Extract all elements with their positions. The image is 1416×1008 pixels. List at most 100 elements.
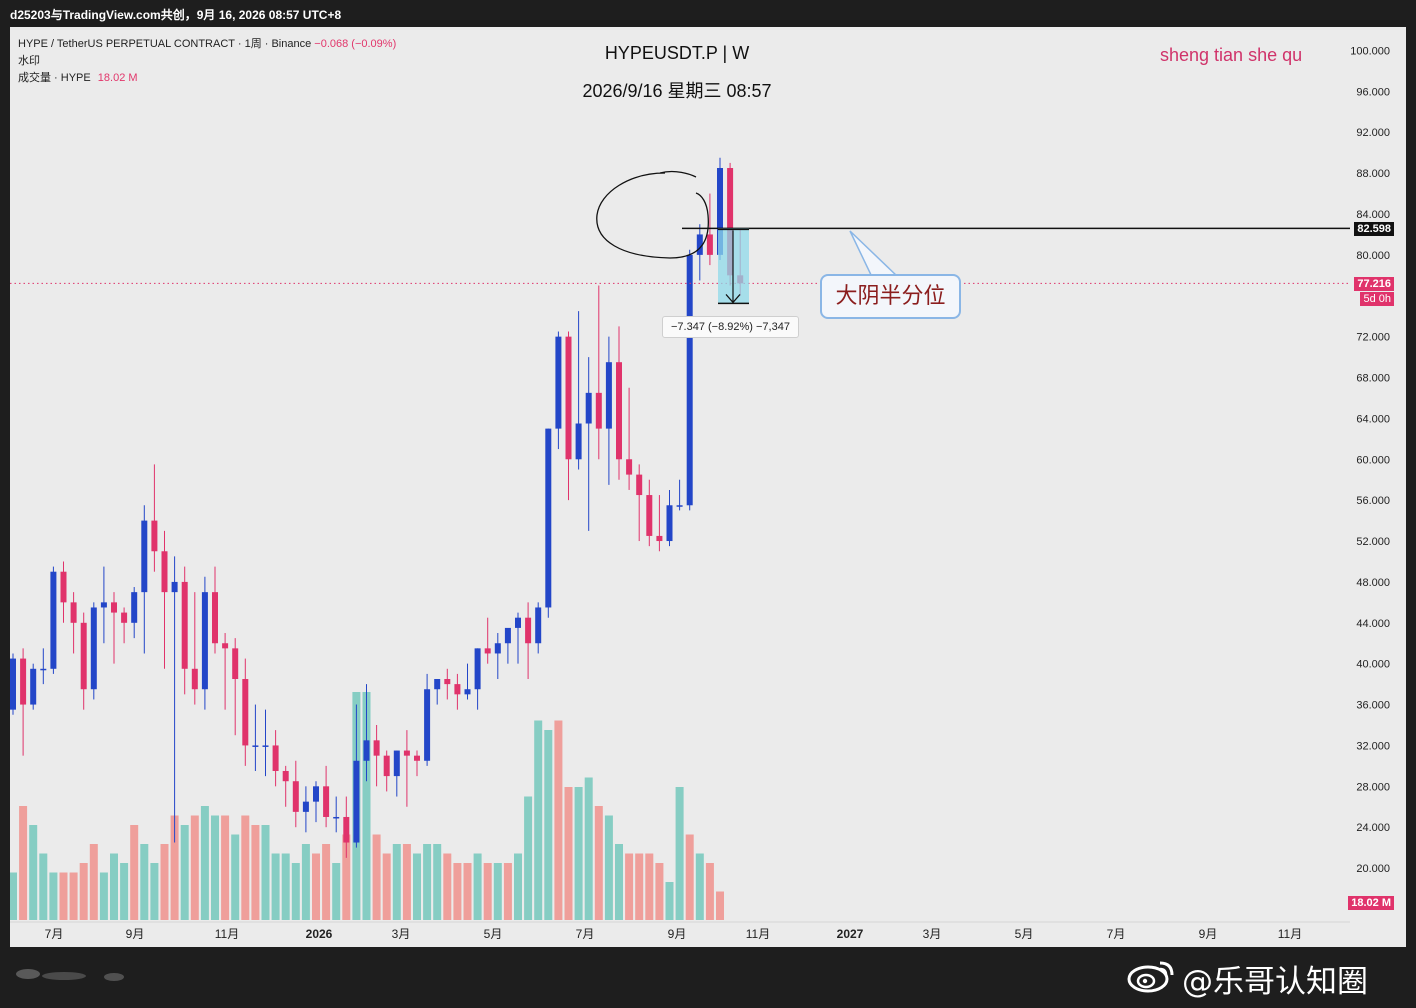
current-price-tag: 77.216 <box>1354 277 1394 291</box>
candle-body <box>121 612 128 623</box>
weibo-icon <box>1127 961 1174 993</box>
candle <box>474 648 481 710</box>
candle <box>10 653 16 715</box>
volume-bar <box>372 834 381 920</box>
y-tick-label: 48.000 <box>1356 577 1390 589</box>
candle <box>383 750 390 792</box>
candle <box>30 663 37 710</box>
drawing-layer <box>10 170 1350 305</box>
volume-bar <box>655 863 664 920</box>
candle-body <box>302 801 309 812</box>
volume-bar <box>140 844 149 920</box>
candle <box>313 781 319 823</box>
candle <box>363 684 370 782</box>
y-tick-label: 40.000 <box>1356 659 1390 671</box>
candle <box>201 576 208 710</box>
candle-body <box>201 592 208 690</box>
candle-body <box>363 740 370 761</box>
y-tick-label: 88.000 <box>1356 168 1390 180</box>
candle-body <box>40 668 47 671</box>
y-tick-label: 92.000 <box>1356 127 1390 139</box>
volume-bar <box>291 863 300 920</box>
candle <box>151 464 158 572</box>
candle-body <box>696 234 703 255</box>
candle <box>403 730 410 807</box>
volume-bar <box>645 853 654 920</box>
candle-body <box>131 592 138 623</box>
x-tick-label: 2027 <box>837 927 864 941</box>
volume-bar <box>99 872 108 920</box>
candle-body <box>171 581 178 593</box>
volume-bars <box>10 692 724 920</box>
candle <box>605 336 612 485</box>
volume-bar <box>79 863 88 920</box>
volume-bar <box>544 730 553 920</box>
volume-bar <box>716 891 724 920</box>
y-tick-label: 32.000 <box>1356 740 1390 752</box>
callout-box[interactable]: 大阴半分位 <box>820 274 961 319</box>
volume-bar <box>625 853 634 920</box>
candle <box>292 760 299 828</box>
y-tick-label: 24.000 <box>1356 822 1390 834</box>
volume-bar <box>453 863 462 920</box>
candle <box>333 796 340 833</box>
candle <box>444 668 451 700</box>
y-axis: 100.000 96.000 92.000 88.000 84.000 80.000 72.… <box>1350 45 1390 875</box>
candle <box>181 566 188 695</box>
volume-bar <box>665 882 674 920</box>
candle <box>212 566 218 654</box>
volume-bar <box>241 815 250 920</box>
volume-bar <box>584 777 593 920</box>
legend-watermark[interactable]: 水印 <box>18 55 40 67</box>
volume-bar <box>89 844 98 920</box>
x-tick-label: 11月 <box>746 927 770 941</box>
y-tick-label: 100.000 <box>1350 45 1390 57</box>
candle-body <box>605 362 612 429</box>
candle-body <box>585 392 592 424</box>
y-tick-label: 72.000 <box>1356 332 1390 344</box>
candle-body <box>30 668 37 705</box>
x-tick-label: 7月 <box>1107 927 1126 941</box>
candle <box>60 561 67 623</box>
candle <box>100 566 107 644</box>
candle <box>414 750 420 777</box>
legend-symbol[interactable]: HYPE / TetherUS PERPETUAL CONTRACT · 1周 … <box>18 35 396 51</box>
y-tick-label: 96.000 <box>1356 86 1390 98</box>
candle-body <box>232 648 239 680</box>
candle-body <box>565 336 572 460</box>
candle-body <box>535 607 542 644</box>
candle <box>80 612 87 710</box>
volume-bar <box>514 853 522 920</box>
volume-bar <box>180 825 189 920</box>
x-tick-label: 11月 <box>1278 927 1302 941</box>
legend-volume[interactable]: 成交量 · HYPE 18.02 M <box>18 69 138 85</box>
candle-body <box>616 362 622 460</box>
volume-bar <box>271 853 280 920</box>
candle <box>171 556 178 843</box>
candle <box>656 495 663 552</box>
candle <box>222 633 229 710</box>
candle <box>494 633 501 680</box>
volume-bar <box>615 844 623 920</box>
candle <box>504 627 511 664</box>
candle <box>555 331 562 450</box>
y-tick-label: 84.000 <box>1356 209 1390 221</box>
volume-bar <box>635 853 644 920</box>
candle-body <box>242 679 249 746</box>
volume-bar <box>382 853 391 920</box>
volume-bar <box>29 825 38 920</box>
candle-body <box>373 740 380 756</box>
candle <box>40 648 47 685</box>
candle <box>252 704 259 771</box>
x-tick-label: 5月 <box>1015 927 1034 941</box>
volume-bar <box>110 853 118 920</box>
chart-frame[interactable]: 100.000 96.000 92.000 88.000 84.000 80.000 72.… <box>10 27 1406 947</box>
y-tick-label: 44.000 <box>1356 618 1390 630</box>
volume-bar <box>433 844 442 920</box>
candle-body <box>111 602 117 613</box>
legend-change: −0.068 (−0.09%) <box>314 38 397 50</box>
price-chart[interactable]: 100.000 96.000 92.000 88.000 84.000 80.000 72.… <box>10 27 1406 947</box>
candle-body <box>70 602 77 623</box>
candle-body <box>717 168 723 255</box>
volume-bar <box>231 834 240 920</box>
